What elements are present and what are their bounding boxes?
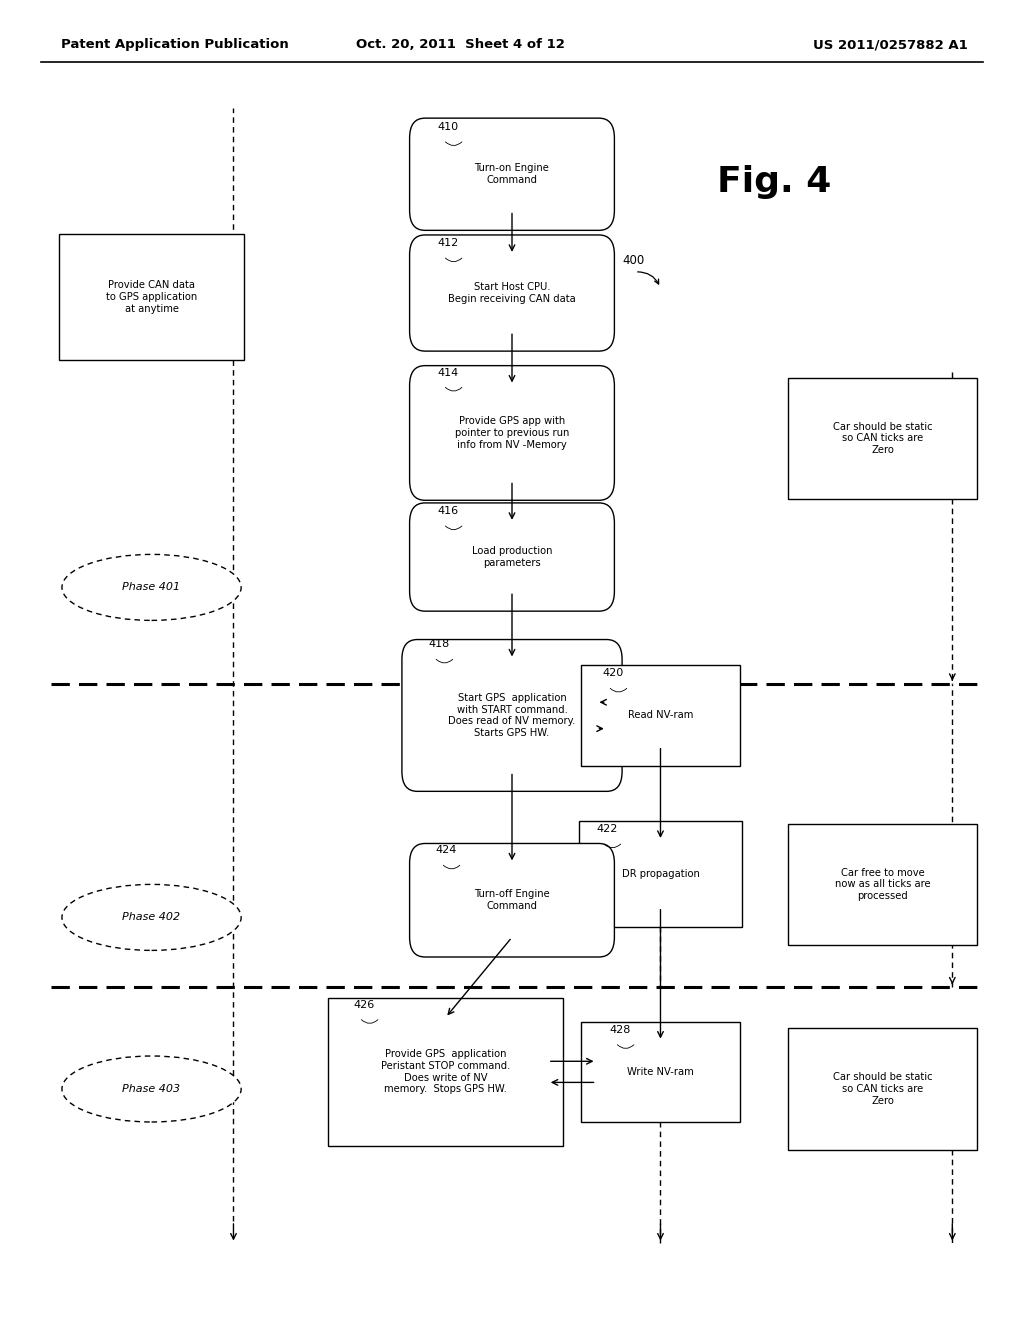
Text: 414: 414	[437, 367, 459, 378]
Ellipse shape	[61, 554, 242, 620]
FancyBboxPatch shape	[582, 1022, 739, 1122]
FancyBboxPatch shape	[59, 235, 244, 359]
Text: Read NV-ram: Read NV-ram	[628, 710, 693, 721]
Text: 424: 424	[435, 845, 457, 855]
Text: US 2011/0257882 A1: US 2011/0257882 A1	[813, 38, 968, 51]
Ellipse shape	[61, 884, 242, 950]
Text: Car free to move
now as all ticks are
processed: Car free to move now as all ticks are pr…	[835, 867, 931, 902]
Text: Provide CAN data
to GPS application
at anytime: Provide CAN data to GPS application at a…	[105, 280, 198, 314]
FancyBboxPatch shape	[582, 665, 739, 766]
Text: Turn-off Engine
Command: Turn-off Engine Command	[474, 890, 550, 911]
Ellipse shape	[61, 1056, 242, 1122]
Text: Fig. 4: Fig. 4	[717, 165, 831, 199]
Text: Provide GPS  application
Peristant STOP command.
Does write of NV
memory.  Stops: Provide GPS application Peristant STOP c…	[381, 1049, 510, 1094]
Text: Patent Application Publication: Patent Application Publication	[61, 38, 289, 51]
Text: 420: 420	[602, 668, 624, 678]
Text: Phase 403: Phase 403	[123, 1084, 180, 1094]
FancyBboxPatch shape	[410, 235, 614, 351]
FancyBboxPatch shape	[410, 843, 614, 957]
Text: DR propagation: DR propagation	[622, 869, 699, 879]
FancyBboxPatch shape	[328, 998, 563, 1146]
Text: 410: 410	[437, 121, 459, 132]
FancyBboxPatch shape	[401, 639, 622, 791]
Text: Phase 402: Phase 402	[123, 912, 180, 923]
FancyBboxPatch shape	[788, 1028, 977, 1150]
Text: 426: 426	[353, 999, 375, 1010]
FancyBboxPatch shape	[788, 378, 977, 499]
Text: Car should be static
so CAN ticks are
Zero: Car should be static so CAN ticks are Ze…	[833, 421, 933, 455]
FancyBboxPatch shape	[410, 366, 614, 500]
Text: Start Host CPU.
Begin receiving CAN data: Start Host CPU. Begin receiving CAN data	[449, 282, 575, 304]
Text: 400: 400	[623, 253, 645, 267]
FancyBboxPatch shape	[410, 119, 614, 230]
Text: Load production
parameters: Load production parameters	[472, 546, 552, 568]
Text: 428: 428	[609, 1024, 631, 1035]
Text: 412: 412	[437, 238, 459, 248]
Text: Start GPS  application
with START command.
Does read of NV memory.
Starts GPS HW: Start GPS application with START command…	[449, 693, 575, 738]
Text: Provide GPS app with
pointer to previous run
info from NV -Memory: Provide GPS app with pointer to previous…	[455, 416, 569, 450]
Text: Turn-on Engine
Command: Turn-on Engine Command	[474, 164, 550, 185]
Text: Oct. 20, 2011  Sheet 4 of 12: Oct. 20, 2011 Sheet 4 of 12	[356, 38, 565, 51]
Text: Car should be static
so CAN ticks are
Zero: Car should be static so CAN ticks are Ze…	[833, 1072, 933, 1106]
FancyBboxPatch shape	[579, 821, 742, 927]
FancyBboxPatch shape	[788, 824, 977, 945]
Text: 422: 422	[596, 824, 617, 834]
Text: Write NV-ram: Write NV-ram	[627, 1067, 694, 1077]
Text: Phase 401: Phase 401	[123, 582, 180, 593]
FancyBboxPatch shape	[410, 503, 614, 611]
Text: 416: 416	[437, 506, 459, 516]
Text: 418: 418	[428, 639, 450, 649]
